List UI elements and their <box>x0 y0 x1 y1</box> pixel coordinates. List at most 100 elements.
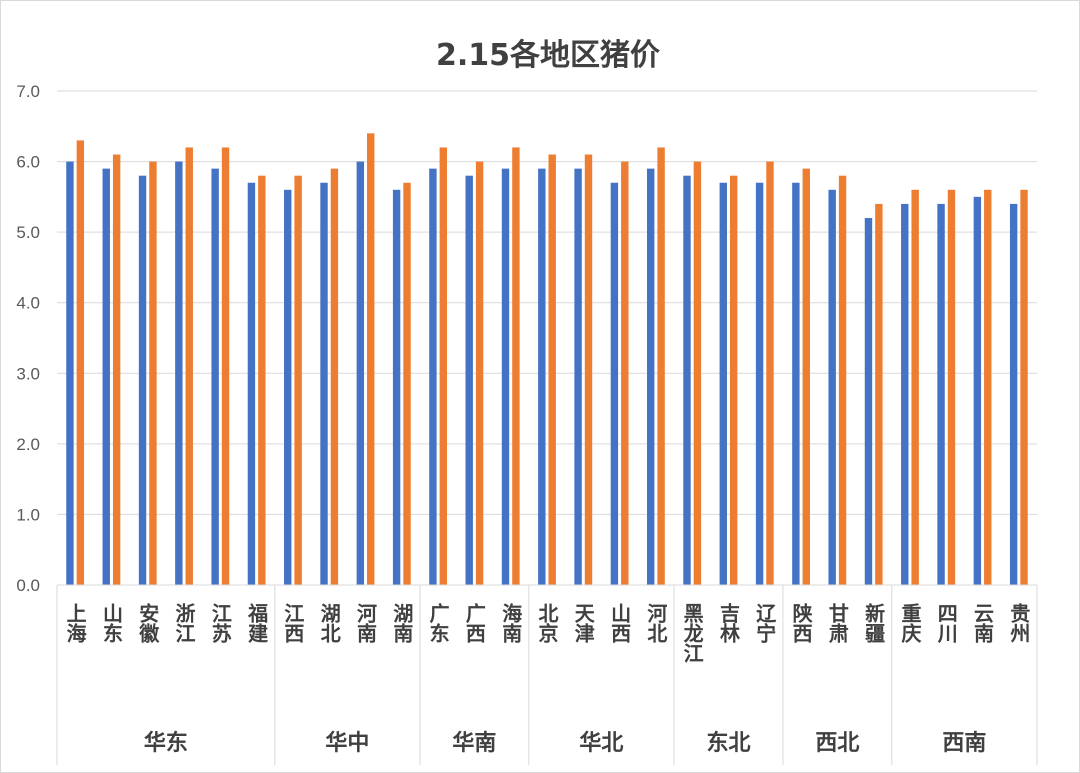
bar-series-2 <box>330 168 339 585</box>
x-tick-label: 天津 <box>571 603 595 643</box>
bar-series-1 <box>792 182 800 585</box>
y-tick-label: 3.0 <box>16 364 40 383</box>
bar-series-2 <box>512 147 520 585</box>
bar-series-1 <box>646 168 655 585</box>
x-tick-label: 广西 <box>462 602 486 644</box>
bar-series-1 <box>719 182 727 585</box>
x-tick-label: 河南 <box>354 603 378 643</box>
x-tick-label: 湖南 <box>390 603 414 643</box>
bar-series-2 <box>1020 189 1028 586</box>
bar-series-2 <box>149 161 157 586</box>
bar-series-2 <box>258 175 266 585</box>
bar-series-2 <box>294 175 302 585</box>
bar-series-1 <box>864 218 873 585</box>
y-axis-ticks: 0.0 1.0 2.0 3.0 4.0 5.0 6.0 7.0 <box>16 82 40 595</box>
bar-series-2 <box>766 161 774 586</box>
bar-series-2 <box>911 189 919 586</box>
bar-series-1 <box>429 168 437 585</box>
x-axis: 上海 山东 安徽 浙江 江苏 福建 江西 湖北 河南 湖南 广东 广西 海南 北京 天津 山西 河北 黑龙江 吉林辽… <box>56 584 1038 765</box>
bar-series-1 <box>538 168 546 585</box>
x-tick-label: 湖北 <box>317 603 341 643</box>
bar-series-1 <box>755 182 764 585</box>
bar-series-1 <box>610 182 619 585</box>
x-tick-label: 山西 <box>608 603 632 644</box>
x-tick-label: 云南 <box>971 603 995 643</box>
bar-series-2 <box>185 147 193 585</box>
x-tick-label: 黑龙江 <box>680 603 704 664</box>
x-tick-label: 新疆 <box>862 602 886 643</box>
bar-series-2 <box>221 147 230 585</box>
bar-series-2 <box>838 175 847 585</box>
y-tick-label: 6.0 <box>16 153 40 172</box>
group-label: 西北 <box>815 731 859 756</box>
x-tick-label: 重庆 <box>898 603 922 644</box>
bar-series-2 <box>76 140 85 585</box>
bar-series-2 <box>403 182 411 585</box>
x-tick-label: 陕西 <box>789 602 813 644</box>
bar-series-2 <box>621 161 629 586</box>
x-tick-label: 辽宁 <box>753 603 777 643</box>
x-tick-label: 福建 <box>245 603 269 644</box>
bar-series-1 <box>465 175 473 585</box>
group-label: 华中 <box>325 730 369 756</box>
group-label: 西南 <box>942 731 986 756</box>
bar-series-2 <box>984 189 992 586</box>
x-tick-label: 贵州 <box>1007 603 1031 643</box>
x-tick-label: 河北 <box>644 603 668 643</box>
bar-series-1 <box>392 189 401 586</box>
bar-series-1 <box>102 168 110 585</box>
y-tick-label: 0.0 <box>16 576 40 595</box>
bar-series-2 <box>367 133 375 586</box>
x-tick-label: 山东 <box>99 603 123 643</box>
bar-series-1 <box>901 203 909 585</box>
x-tick-label: 江西 <box>281 603 305 644</box>
bar-series-1 <box>574 168 582 585</box>
x-tick-label: 吉林 <box>716 603 740 643</box>
bar-series-2 <box>548 154 556 585</box>
x-tick-label: 海南 <box>499 602 523 643</box>
bar-series-2 <box>693 161 702 586</box>
bar-series-2 <box>875 203 883 585</box>
group-label: 华南 <box>452 730 496 756</box>
bar-series-1 <box>828 189 836 586</box>
x-tick-label: 广东 <box>426 602 450 643</box>
x-tick-label: 浙江 <box>172 602 196 644</box>
bar-series-1 <box>320 182 328 585</box>
y-tick-label: 1.0 <box>16 505 40 524</box>
bar-series-2 <box>657 147 665 585</box>
bar-series-1 <box>175 161 183 586</box>
bar-series-2 <box>802 168 810 585</box>
y-tick-label: 2.0 <box>16 435 40 454</box>
bar-series-2 <box>439 147 448 585</box>
group-label: 华北 <box>579 730 623 756</box>
bar-series-1 <box>1009 203 1018 585</box>
bar-series-2 <box>729 175 738 585</box>
x-tick-label: 安徽 <box>136 602 160 644</box>
bar-series-1 <box>683 175 691 585</box>
bar-series-1 <box>211 168 219 585</box>
bar-series-1 <box>138 175 147 585</box>
chart-title: 2.15各地区猪价 <box>436 38 660 73</box>
bar-series-1 <box>247 182 256 585</box>
group-label: 东北 <box>706 730 750 756</box>
group-label: 华东 <box>144 730 188 756</box>
x-tick-label: 上海 <box>63 603 87 643</box>
bar-series-2 <box>475 161 484 586</box>
bar-series-2 <box>947 189 956 586</box>
bar-series-1 <box>501 168 510 585</box>
x-tick-label: 甘肃 <box>825 603 849 644</box>
y-tick-label: 7.0 <box>16 82 40 101</box>
bar-series-1 <box>973 196 982 585</box>
gridlines <box>57 90 1037 586</box>
x-tick-label: 北京 <box>535 603 559 643</box>
bar-series-1 <box>66 161 74 586</box>
bars <box>66 133 1028 586</box>
bar-series-1 <box>356 161 365 586</box>
bar-series-1 <box>937 203 945 585</box>
x-tick-label: 江苏 <box>208 603 232 644</box>
bar-series-2 <box>112 154 121 585</box>
y-tick-label: 4.0 <box>16 294 40 313</box>
y-tick-label: 5.0 <box>16 223 40 242</box>
x-tick-label: 四川 <box>934 603 958 644</box>
